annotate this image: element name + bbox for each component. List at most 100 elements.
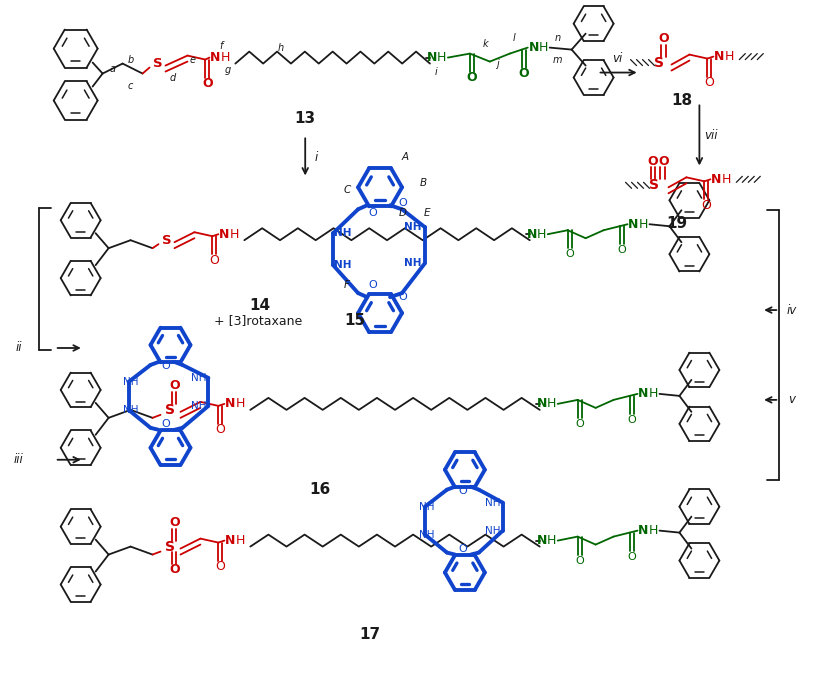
Text: F: F — [344, 280, 350, 290]
Text: N: N — [427, 51, 437, 64]
Text: H: H — [725, 50, 734, 63]
Text: ii: ii — [15, 341, 22, 354]
Text: O: O — [466, 71, 477, 84]
Text: S: S — [152, 57, 162, 70]
Text: C: C — [343, 186, 350, 195]
Text: iii: iii — [14, 454, 24, 466]
Text: NH: NH — [419, 530, 434, 540]
Text: NH: NH — [123, 377, 139, 387]
Text: N: N — [536, 534, 547, 547]
Text: 17: 17 — [359, 627, 381, 642]
Text: NH: NH — [191, 373, 206, 383]
Text: k: k — [483, 39, 489, 48]
Text: O: O — [459, 543, 467, 554]
Text: H: H — [537, 228, 546, 241]
Text: O: O — [704, 76, 714, 89]
Text: d: d — [170, 73, 175, 82]
Text: m: m — [553, 54, 562, 65]
Text: O: O — [368, 208, 377, 218]
Text: O: O — [518, 67, 529, 80]
Text: i: i — [434, 67, 438, 77]
Text: 15: 15 — [345, 313, 366, 328]
Text: S: S — [165, 403, 175, 417]
Text: O: O — [647, 155, 658, 168]
Text: H: H — [539, 41, 548, 54]
Text: O: O — [659, 32, 669, 45]
Text: NH: NH — [191, 401, 206, 411]
Text: N: N — [638, 524, 649, 537]
Text: H: H — [547, 534, 557, 547]
Text: O: O — [215, 424, 225, 437]
Text: NH: NH — [334, 228, 352, 238]
Text: H: H — [649, 388, 659, 401]
Text: f: f — [220, 41, 223, 50]
Text: N: N — [536, 397, 547, 410]
Text: l: l — [513, 33, 515, 43]
Text: H: H — [230, 228, 239, 241]
Text: N: N — [529, 41, 539, 54]
Text: B: B — [420, 178, 426, 188]
Text: N: N — [638, 388, 649, 401]
Text: E: E — [424, 208, 430, 218]
Text: N: N — [714, 50, 725, 63]
Text: N: N — [526, 228, 537, 241]
Text: O: O — [702, 199, 711, 211]
Text: 13: 13 — [295, 111, 315, 126]
Text: O: O — [659, 155, 669, 168]
Text: NH: NH — [404, 222, 421, 233]
Text: H: H — [437, 51, 447, 64]
Text: 14: 14 — [249, 298, 271, 313]
Text: S: S — [165, 539, 175, 554]
Text: iv: iv — [786, 303, 796, 317]
Text: O: O — [209, 254, 219, 267]
Text: S: S — [161, 234, 171, 247]
Text: H: H — [649, 524, 659, 537]
Text: O: O — [161, 361, 170, 371]
Text: O: O — [617, 245, 626, 255]
Text: H: H — [639, 218, 648, 231]
Text: j: j — [496, 58, 500, 69]
Text: O: O — [628, 415, 636, 425]
Text: NH: NH — [123, 405, 139, 415]
Text: H: H — [236, 534, 245, 547]
Text: c: c — [128, 80, 134, 90]
Text: O: O — [575, 556, 584, 566]
Text: O: O — [628, 551, 636, 562]
Text: O: O — [202, 77, 213, 90]
Text: N: N — [219, 228, 230, 241]
Text: N: N — [210, 51, 221, 64]
Text: O: O — [170, 563, 180, 576]
Text: 19: 19 — [666, 216, 687, 231]
Text: b: b — [127, 54, 134, 65]
Text: N: N — [711, 173, 721, 186]
Text: g: g — [224, 65, 231, 75]
Text: e: e — [189, 54, 196, 65]
Text: O: O — [161, 419, 170, 429]
Text: H: H — [547, 397, 557, 410]
Text: H: H — [721, 173, 731, 186]
Text: O: O — [170, 516, 180, 529]
Text: O: O — [399, 292, 408, 302]
Text: H: H — [221, 51, 230, 64]
Text: 18: 18 — [671, 93, 692, 108]
Text: h: h — [277, 43, 284, 52]
Text: a: a — [109, 63, 116, 73]
Text: D: D — [399, 208, 407, 218]
Text: vii: vii — [705, 129, 718, 142]
Text: 16: 16 — [310, 482, 331, 497]
Text: H: H — [236, 397, 245, 410]
Text: + [3]rotaxane: + [3]rotaxane — [214, 313, 306, 326]
Text: O: O — [575, 419, 584, 429]
Text: S: S — [654, 56, 664, 69]
Text: vi: vi — [612, 52, 623, 65]
Text: O: O — [459, 486, 467, 496]
Text: NH: NH — [404, 258, 421, 268]
Text: NH: NH — [334, 260, 352, 270]
Text: O: O — [368, 280, 377, 290]
Text: O: O — [399, 199, 408, 208]
Text: NH: NH — [485, 526, 500, 536]
Text: NH: NH — [419, 502, 434, 511]
Text: N: N — [225, 397, 236, 410]
Text: N: N — [225, 534, 236, 547]
Text: O: O — [566, 249, 574, 259]
